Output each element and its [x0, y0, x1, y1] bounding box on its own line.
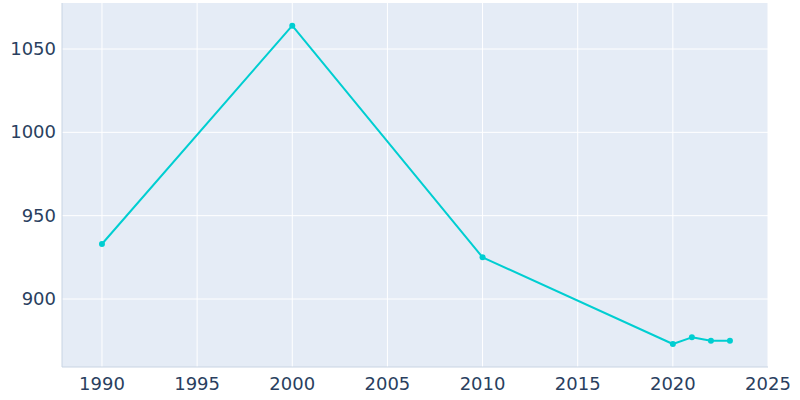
- x-grid-line: [387, 3, 388, 367]
- x-axis-line: [62, 367, 768, 368]
- data-point: [727, 338, 733, 344]
- chart-svg: 900 950 1000 1050 1990 1995 2000 2005 2010 2015 20…: [0, 0, 800, 400]
- x-tick-label: 2025: [745, 373, 791, 394]
- x-grid-line: [197, 3, 198, 367]
- data-line: [102, 26, 730, 344]
- x-tick-label: 1995: [174, 373, 220, 394]
- x-grid-line: [101, 3, 102, 367]
- data-point: [99, 241, 105, 247]
- x-tick-label: 2000: [269, 373, 315, 394]
- plot-background: [62, 3, 768, 367]
- x-tick-label: 2020: [650, 373, 696, 394]
- data-point: [708, 338, 714, 344]
- data-point: [289, 23, 295, 29]
- y-grid-line: [62, 215, 768, 216]
- x-tick-label: 2005: [365, 373, 411, 394]
- x-tick-label: 2010: [460, 373, 506, 394]
- chart: 900 950 1000 1050 1990 1995 2000 2005 2010 2015 20…: [0, 0, 800, 400]
- y-grid-line: [62, 132, 768, 133]
- y-tick-label: 1000: [10, 121, 56, 142]
- data-point: [480, 254, 486, 260]
- y-tick-label: 950: [22, 205, 56, 226]
- y-grid-line: [62, 299, 768, 300]
- x-grid-line: [292, 3, 293, 367]
- y-tick-label: 900: [22, 288, 56, 309]
- plot-marks: [99, 23, 733, 347]
- x-grid-line: [672, 3, 673, 367]
- x-tick-label: 1990: [79, 373, 125, 394]
- y-axis-line: [62, 3, 63, 367]
- x-grid-line: [577, 3, 578, 367]
- x-grid-line: [768, 3, 769, 367]
- y-tick-label: 1050: [10, 38, 56, 59]
- data-point: [670, 341, 676, 347]
- y-grid-line: [62, 49, 768, 50]
- data-point: [689, 334, 695, 340]
- x-grid-line: [482, 3, 483, 367]
- x-tick-label: 2015: [555, 373, 601, 394]
